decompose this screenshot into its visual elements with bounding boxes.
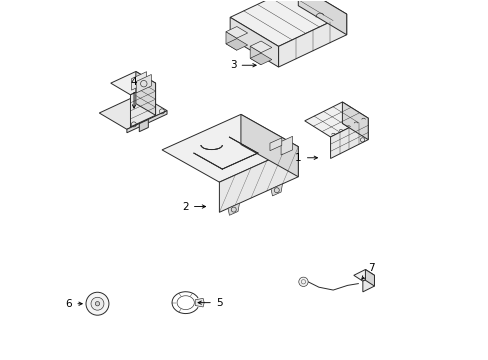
Polygon shape	[230, 0, 346, 46]
Polygon shape	[225, 32, 236, 50]
Polygon shape	[298, 0, 346, 35]
Circle shape	[86, 292, 109, 315]
Polygon shape	[99, 94, 167, 129]
Polygon shape	[269, 138, 281, 151]
Text: 5: 5	[198, 298, 222, 308]
Polygon shape	[362, 275, 374, 292]
Polygon shape	[270, 184, 282, 196]
Text: 2: 2	[182, 202, 205, 212]
Polygon shape	[136, 75, 151, 93]
Polygon shape	[304, 102, 367, 137]
Text: 6: 6	[65, 299, 82, 309]
Polygon shape	[241, 114, 298, 177]
Polygon shape	[195, 298, 204, 307]
Polygon shape	[250, 41, 271, 53]
Text: 1: 1	[295, 153, 317, 163]
Text: 3: 3	[229, 60, 256, 70]
Polygon shape	[130, 83, 155, 127]
Polygon shape	[162, 114, 298, 182]
Circle shape	[95, 302, 100, 306]
Polygon shape	[139, 120, 148, 132]
Polygon shape	[353, 270, 374, 281]
Polygon shape	[227, 203, 239, 215]
Polygon shape	[126, 111, 167, 133]
Text: 4: 4	[130, 77, 137, 108]
Circle shape	[91, 297, 104, 310]
Polygon shape	[225, 27, 247, 38]
Polygon shape	[219, 147, 298, 212]
Polygon shape	[131, 72, 146, 90]
Polygon shape	[342, 102, 367, 140]
Polygon shape	[365, 270, 374, 286]
Polygon shape	[110, 72, 155, 95]
Polygon shape	[225, 39, 247, 50]
Polygon shape	[330, 118, 367, 158]
Polygon shape	[281, 136, 292, 155]
Polygon shape	[230, 17, 278, 67]
Polygon shape	[250, 53, 271, 65]
Polygon shape	[136, 72, 155, 115]
Polygon shape	[278, 14, 346, 67]
Polygon shape	[250, 46, 261, 65]
Circle shape	[298, 277, 307, 287]
Text: 7: 7	[361, 263, 374, 279]
